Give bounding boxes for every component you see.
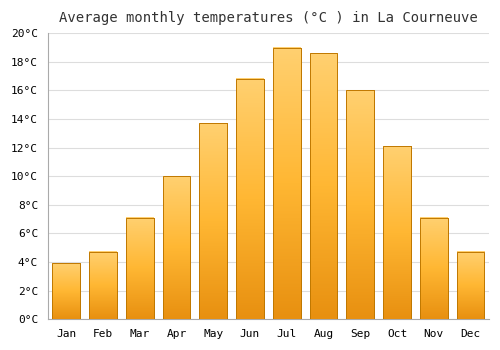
Bar bbox=[273, 48, 300, 319]
Title: Average monthly temperatures (°C ) in La Courneuve: Average monthly temperatures (°C ) in La… bbox=[59, 11, 478, 25]
Bar bbox=[126, 218, 154, 319]
Bar bbox=[310, 53, 338, 319]
Bar bbox=[89, 252, 117, 319]
Bar bbox=[126, 218, 154, 319]
Bar bbox=[236, 79, 264, 319]
Bar bbox=[200, 123, 227, 319]
Bar bbox=[346, 90, 374, 319]
Bar bbox=[346, 90, 374, 319]
Bar bbox=[456, 252, 484, 319]
Bar bbox=[383, 146, 411, 319]
Bar bbox=[383, 146, 411, 319]
Bar bbox=[162, 176, 190, 319]
Bar bbox=[236, 79, 264, 319]
Bar bbox=[52, 264, 80, 319]
Bar bbox=[162, 176, 190, 319]
Bar bbox=[52, 264, 80, 319]
Bar bbox=[273, 48, 300, 319]
Bar bbox=[420, 218, 448, 319]
Bar bbox=[420, 218, 448, 319]
Bar bbox=[89, 252, 117, 319]
Bar bbox=[310, 53, 338, 319]
Bar bbox=[456, 252, 484, 319]
Bar bbox=[200, 123, 227, 319]
